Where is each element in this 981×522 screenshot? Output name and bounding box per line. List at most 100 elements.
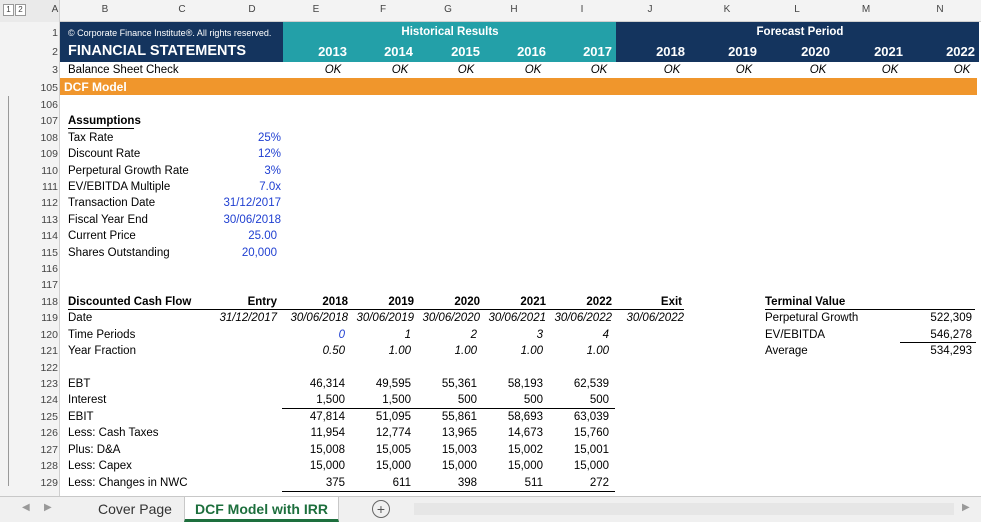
row-number[interactable]: 121: [40, 345, 58, 357]
tab-cover-page[interactable]: Cover Page: [98, 501, 172, 517]
dcf-cell[interactable]: 47,814: [309, 411, 345, 423]
terminal-value[interactable]: 546,278: [930, 329, 972, 341]
dcf-cell[interactable]: 62,539: [573, 378, 609, 390]
dcf-cell[interactable]: 55,361: [441, 378, 477, 390]
row-number[interactable]: 124: [40, 394, 58, 406]
assumption-value[interactable]: 25.00: [248, 230, 277, 242]
dcf-cell[interactable]: 55,861: [441, 411, 477, 423]
dcf-cell[interactable]: 511: [524, 477, 543, 489]
dcf-cell[interactable]: 15,008: [309, 444, 345, 456]
row-number[interactable]: 109: [40, 148, 58, 160]
column-header-k[interactable]: K: [723, 4, 731, 15]
dcf-cell[interactable]: 15,760: [573, 427, 609, 439]
row-number[interactable]: 115: [41, 247, 58, 259]
dcf-cell[interactable]: 15,003: [441, 444, 477, 456]
select-all-corner[interactable]: 1 2: [0, 0, 60, 22]
column-header-j[interactable]: J: [647, 4, 653, 15]
dcf-cell[interactable]: 500: [457, 394, 477, 406]
row-number[interactable]: 126: [40, 427, 58, 439]
column-header-i[interactable]: I: [580, 4, 584, 15]
row-number[interactable]: 117: [41, 279, 58, 291]
dcf-cell[interactable]: 51,095: [375, 411, 411, 423]
dcf-cell[interactable]: 58,693: [507, 411, 543, 423]
dcf-date[interactable]: 30/06/2020: [422, 312, 480, 324]
dcf-date[interactable]: 30/06/2018: [290, 312, 348, 324]
row-number[interactable]: 2: [52, 46, 58, 58]
time-period[interactable]: 1: [404, 329, 411, 341]
column-header-l[interactable]: L: [794, 4, 800, 15]
column-header-f[interactable]: F: [379, 4, 387, 15]
row-number[interactable]: 116: [41, 263, 58, 275]
row-number[interactable]: 125: [40, 411, 58, 423]
column-header-c[interactable]: C: [178, 4, 186, 15]
dcf-cell[interactable]: 14,673: [507, 427, 543, 439]
dcf-cell[interactable]: 63,039: [573, 411, 609, 423]
dcf-cell[interactable]: 15,000: [441, 460, 477, 472]
time-period[interactable]: 4: [602, 329, 609, 341]
assumption-value[interactable]: 12%: [257, 148, 281, 160]
time-period[interactable]: 0: [338, 329, 345, 341]
dcf-cell[interactable]: 49,595: [375, 378, 411, 390]
outline-level-2-button[interactable]: 2: [15, 4, 26, 16]
column-header-d[interactable]: D: [248, 4, 256, 15]
horizontal-scrollbar[interactable]: [414, 503, 954, 515]
dcf-cell[interactable]: 500: [589, 394, 609, 406]
dcf-cell[interactable]: 11,954: [310, 427, 345, 439]
exit-date[interactable]: 30/06/2022: [626, 312, 684, 324]
row-number[interactable]: 111: [42, 181, 58, 193]
terminal-value[interactable]: 522,309: [930, 312, 972, 324]
terminal-value[interactable]: 534,293: [930, 345, 972, 357]
tab-dcf-model-with-irr[interactable]: DCF Model with IRR: [184, 497, 339, 522]
year-fraction[interactable]: 1.00: [454, 345, 477, 357]
assumption-value[interactable]: 7.0x: [259, 181, 281, 193]
row-number[interactable]: 120: [40, 329, 58, 341]
column-header-g[interactable]: G: [444, 4, 452, 15]
dcf-cell[interactable]: 611: [392, 477, 411, 489]
dcf-cell[interactable]: 398: [457, 477, 477, 489]
time-period[interactable]: 3: [536, 329, 543, 341]
row-number[interactable]: 108: [40, 132, 58, 144]
dcf-cell[interactable]: 58,193: [507, 378, 543, 390]
column-header-a[interactable]: A: [51, 4, 59, 15]
dcf-cell[interactable]: 375: [325, 477, 345, 489]
row-number[interactable]: 114: [41, 230, 58, 242]
row-number[interactable]: 122: [40, 362, 58, 374]
assumption-value[interactable]: 30/06/2018: [223, 214, 281, 226]
dcf-date[interactable]: 30/06/2019: [356, 312, 414, 324]
assumption-value[interactable]: 20,000: [241, 247, 277, 259]
row-number[interactable]: 118: [41, 296, 58, 308]
time-period[interactable]: 2: [470, 329, 477, 341]
column-header-n[interactable]: N: [936, 4, 944, 15]
next-sheet-arrow-icon[interactable]: ▶: [44, 502, 52, 513]
scroll-right-arrow-icon[interactable]: ▶: [962, 502, 970, 513]
year-fraction[interactable]: 1.00: [586, 345, 609, 357]
dcf-cell[interactable]: 15,000: [507, 460, 543, 472]
dcf-cell[interactable]: 15,000: [573, 460, 609, 472]
row-number[interactable]: 3: [52, 64, 58, 76]
column-header-e[interactable]: E: [312, 4, 320, 15]
row-number[interactable]: 127: [40, 444, 58, 456]
column-header-h[interactable]: H: [510, 4, 518, 15]
dcf-cell[interactable]: 500: [523, 394, 543, 406]
dcf-cell[interactable]: 15,001: [573, 444, 609, 456]
row-number[interactable]: 123: [40, 378, 58, 390]
dcf-cell[interactable]: 1,500: [316, 394, 345, 406]
dcf-cell[interactable]: 12,774: [375, 427, 411, 439]
prev-sheet-arrow-icon[interactable]: ◀: [22, 502, 30, 513]
dcf-cell[interactable]: 13,965: [441, 427, 477, 439]
row-number[interactable]: 119: [41, 312, 58, 324]
assumption-value[interactable]: 31/12/2017: [223, 197, 281, 209]
dcf-cell[interactable]: 1,500: [382, 394, 411, 406]
dcf-cell[interactable]: 15,000: [309, 460, 345, 472]
row-number[interactable]: 107: [40, 115, 58, 127]
dcf-cell[interactable]: 15,005: [375, 444, 411, 456]
outline-level-1-button[interactable]: 1: [3, 4, 14, 16]
row-number[interactable]: 110: [41, 165, 58, 177]
dcf-cell[interactable]: 272: [589, 477, 609, 489]
row-number[interactable]: 1: [52, 27, 58, 39]
dcf-date[interactable]: 30/06/2022: [554, 312, 612, 324]
row-number[interactable]: 105: [40, 82, 58, 94]
row-number[interactable]: 128: [40, 460, 58, 472]
year-fraction[interactable]: 0.50: [322, 345, 345, 357]
entry-date[interactable]: 31/12/2017: [219, 312, 277, 324]
